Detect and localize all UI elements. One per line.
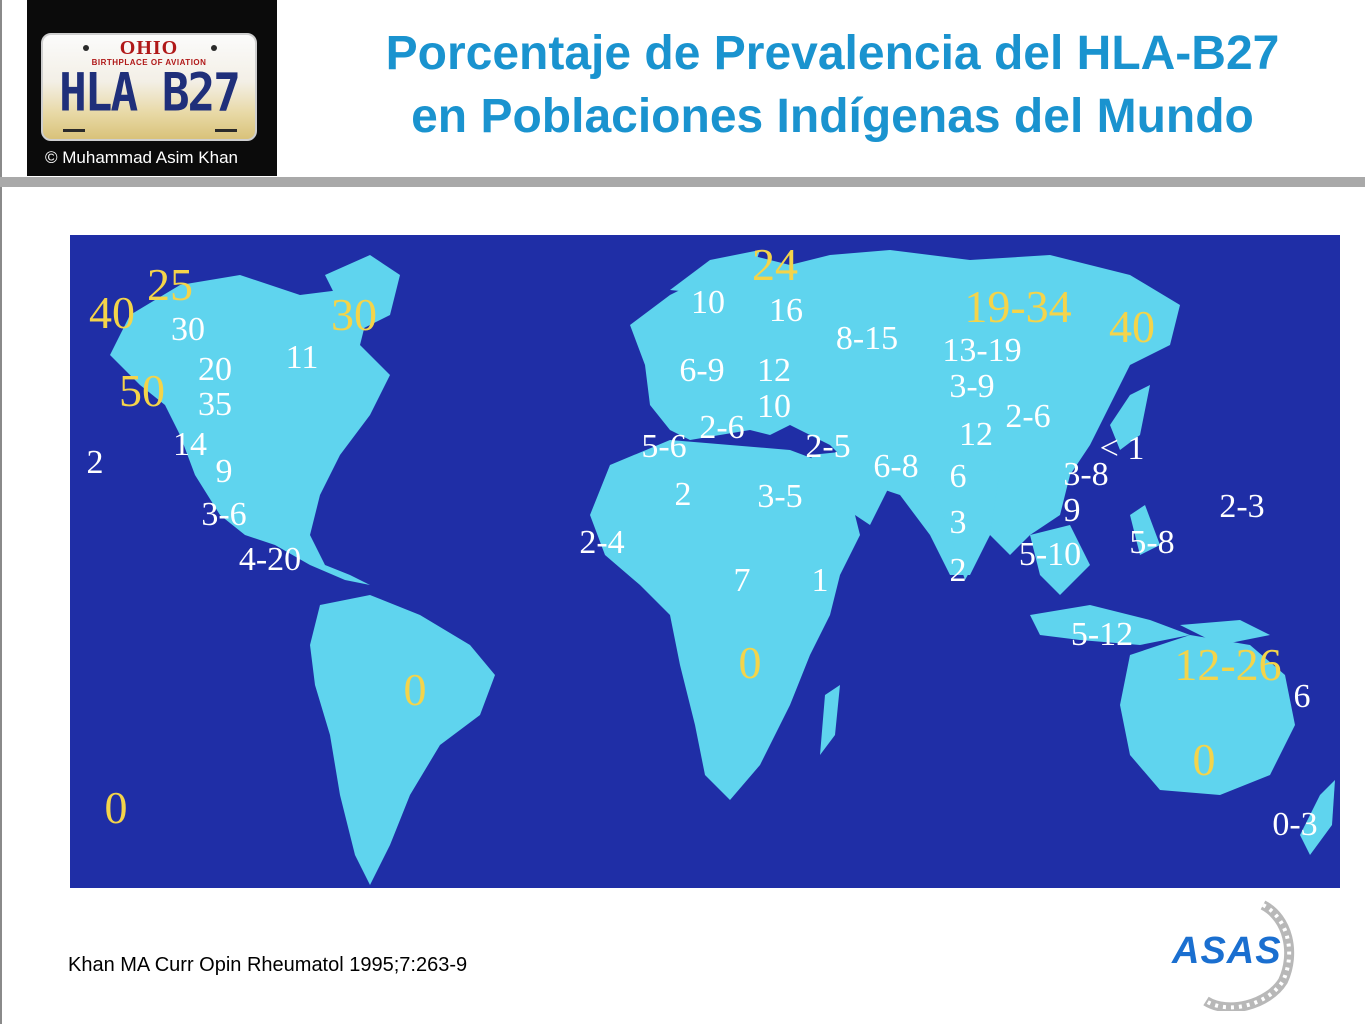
prevalence-label: 30 [331, 289, 377, 340]
prevalence-label: 2-4 [579, 524, 625, 561]
prevalence-label: 9 [215, 453, 233, 490]
prevalence-label: 10 [691, 284, 725, 321]
prevalence-label: 5-8 [1129, 524, 1175, 561]
indonesia [1030, 605, 1190, 645]
prevalence-label: 6 [949, 458, 967, 495]
eurasia [630, 250, 1180, 575]
madagascar [820, 685, 840, 755]
prevalence-label: 6 [1293, 678, 1311, 715]
title-divider [0, 177, 1365, 187]
india [930, 470, 1000, 580]
prevalence-label: 2-6 [1005, 398, 1051, 435]
prevalence-label: 2 [86, 444, 104, 481]
prevalence-label: 11 [285, 339, 319, 376]
prevalence-label: 12-26 [1174, 639, 1282, 690]
prevalence-label: 25 [147, 259, 193, 310]
prevalence-label: 0 [1192, 734, 1216, 785]
plate-bolt [211, 45, 217, 51]
license-plate-photo: OHIO BIRTHPLACE OF AVIATION HLA B27 © Mu… [27, 0, 277, 176]
greenland [325, 255, 400, 330]
citation: Khan MA Curr Opin Rheumatol 1995;7:263-9 [68, 954, 468, 976]
prevalence-label: 40 [89, 287, 135, 338]
prevalence-label: 2-6 [699, 409, 745, 446]
prevalence-label: 6-9 [679, 352, 725, 389]
plate-bolt [83, 45, 89, 51]
asas-logo-text: ASAS [1172, 930, 1282, 972]
prevalence-label: 2-5 [805, 428, 851, 465]
license-plate: OHIO BIRTHPLACE OF AVIATION HLA B27 [41, 33, 257, 141]
plate-state: OHIO [119, 37, 179, 59]
prevalence-label: 5-10 [1018, 536, 1082, 573]
prevalence-label: 1 [811, 562, 829, 599]
plate-motto: BIRTHPLACE OF AVIATION [91, 58, 207, 67]
new-zealand [1300, 780, 1335, 855]
prevalence-label: 19-34 [964, 281, 1072, 332]
copyright-text: © Muhammad Asim Khan [45, 148, 238, 167]
prevalence-label: 8-15 [835, 320, 899, 357]
prevalence-label: 40 [1109, 301, 1155, 352]
scandinavia [670, 250, 760, 295]
prevalence-label: 5-6 [641, 428, 687, 465]
page-title: Porcentaje de Prevalencia del HLA-B27 en… [300, 22, 1365, 148]
prevalence-label: 5-12 [1070, 616, 1134, 653]
philippines [1130, 505, 1160, 555]
prevalence-label: 35 [198, 386, 232, 423]
new-guinea [1180, 620, 1270, 645]
prevalence-label: 10 [757, 388, 791, 425]
prevalence-label: 0-3 [1272, 806, 1318, 843]
prevalence-label: 20 [198, 351, 232, 388]
prevalence-label: 2-3 [1219, 488, 1265, 525]
prevalence-label: 12 [959, 416, 993, 453]
prevalence-label: 14 [173, 426, 207, 463]
southeast-asia [1030, 525, 1090, 595]
prevalence-label: 4-20 [238, 541, 302, 578]
japan [1110, 385, 1150, 450]
prevalence-label: 12 [757, 352, 791, 389]
australia [1120, 635, 1295, 795]
prevalence-label: 0 [403, 664, 427, 715]
prevalence-label: 50 [119, 365, 165, 416]
plate-number: HLA B27 [59, 60, 241, 124]
arabia [810, 450, 890, 525]
prevalence-label: 3-5 [757, 478, 803, 515]
prevalence-label: 0 [104, 782, 128, 833]
title-line-1: Porcentaje de Prevalencia del HLA-B27 [385, 27, 1280, 80]
prevalence-label: 0 [738, 637, 762, 688]
prevalence-label: 3-8 [1063, 456, 1109, 493]
south-america [310, 595, 495, 885]
prevalence-label: < 1 [1099, 430, 1145, 467]
prevalence-label: 24 [752, 239, 798, 290]
prevalence-label: 3-9 [949, 368, 995, 405]
world-map: 40 25 30 50 20 35 11 30 2 14 9 3-6 4-20 0 0 24 10 16 6-9 12… [70, 235, 1340, 888]
prevalence-label: 6-8 [873, 448, 919, 485]
prevalence-label: 9 [1063, 492, 1081, 529]
africa [590, 440, 860, 800]
continents [110, 250, 1335, 885]
prevalence-label: 16 [769, 292, 803, 329]
asas-logo-ring [1203, 900, 1295, 1011]
prevalence-label: 30 [171, 311, 205, 348]
title-line-2: en Poblaciones Indígenas del Mundo [411, 90, 1254, 143]
prevalence-label: 2 [949, 552, 967, 589]
left-border [0, 0, 2, 1024]
prevalence-label: 2 [674, 476, 692, 513]
prevalence-label: 13-19 [942, 332, 1022, 369]
prevalence-label: 3 [949, 504, 967, 541]
plate-mark [63, 129, 85, 132]
north-america [110, 275, 390, 585]
plate-mark [215, 129, 237, 132]
prevalence-label: 3-6 [201, 496, 247, 533]
prevalence-label: 7 [733, 562, 751, 599]
